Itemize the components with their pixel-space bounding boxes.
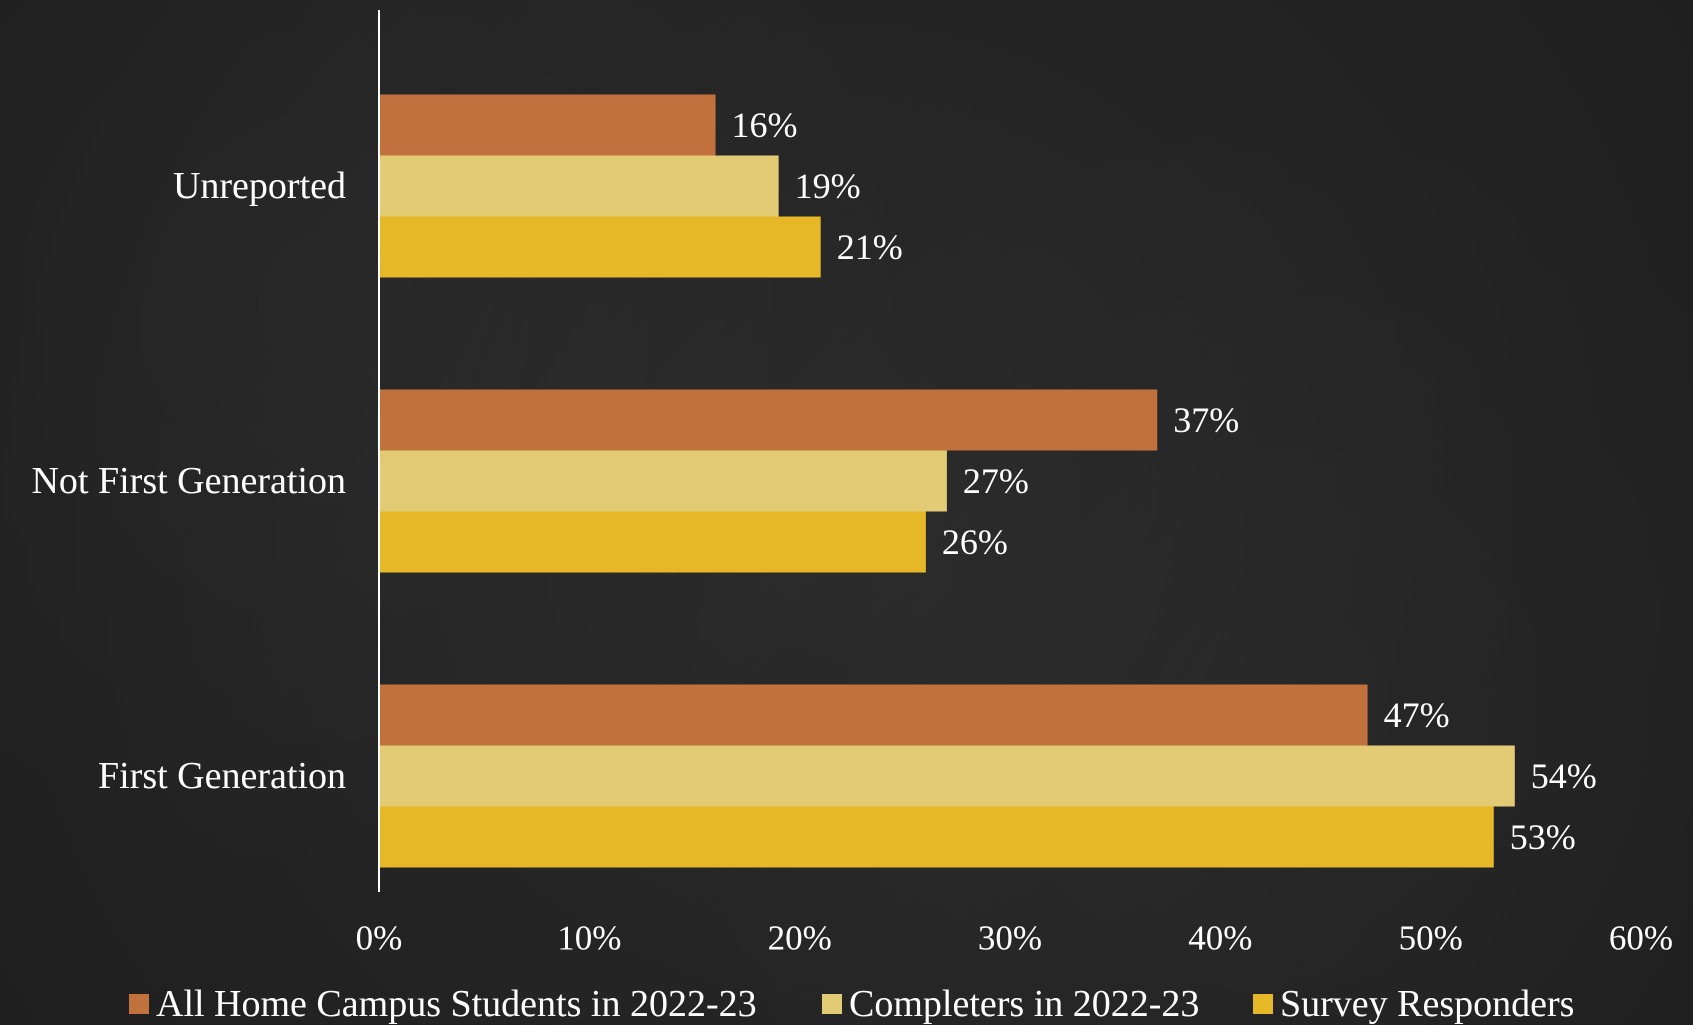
bar-first-generation-series-1 [379, 684, 1368, 746]
bar-first-generation-series-2 [379, 745, 1515, 807]
bars-group [379, 94, 1515, 868]
legend-label-3: Survey Responders [1280, 983, 1574, 1025]
legend: All Home Campus Students in 2022-23 Compl… [129, 983, 1574, 1025]
data-label-unreported-series-2: 19% [795, 166, 861, 206]
x-tick-label-50: 50% [1399, 919, 1463, 958]
x-tick-label-10: 10% [557, 919, 621, 958]
data-label-first-generation-series-3: 53% [1510, 817, 1576, 857]
category-labels-group: Unreported Not First Generation First Gene… [31, 165, 346, 797]
legend-item-3: Survey Responders [1253, 983, 1574, 1025]
data-label-unreported-series-3: 21% [837, 227, 903, 267]
data-label-first-generation-series-1: 47% [1384, 695, 1450, 735]
bar-not-first-generation-series-2 [379, 450, 947, 512]
x-tick-label-30: 30% [978, 919, 1042, 958]
x-tick-label-20: 20% [768, 919, 832, 958]
legend-swatch-3 [1253, 994, 1273, 1014]
data-label-not-first-generation-series-2: 27% [963, 461, 1029, 501]
bar-not-first-generation-series-1 [379, 389, 1158, 451]
data-label-not-first-generation-series-3: 26% [942, 522, 1008, 562]
bar-not-first-generation-series-3 [379, 511, 926, 573]
legend-label-1: All Home Campus Students in 2022-23 [156, 983, 757, 1025]
x-tick-label-0: 0% [356, 919, 403, 958]
legend-item-2: Completers in 2022-23 [822, 983, 1199, 1025]
x-tick-label-60: 60% [1609, 919, 1673, 958]
bar-unreported-series-1 [379, 94, 716, 156]
legend-swatch-2 [822, 994, 842, 1014]
data-label-not-first-generation-series-1: 37% [1173, 400, 1239, 440]
data-label-first-generation-series-2: 54% [1531, 756, 1597, 796]
legend-label-2: Completers in 2022-23 [849, 983, 1199, 1025]
category-label-unreported: Unreported [173, 165, 346, 207]
data-label-unreported-series-1: 16% [732, 105, 798, 145]
x-tick-label-40: 40% [1188, 919, 1252, 958]
legend-swatch-1 [129, 994, 149, 1014]
bar-first-generation-series-3 [379, 806, 1494, 868]
category-label-first-generation: First Generation [98, 755, 346, 797]
data-labels-group: 16% 19% 21% 37% 27% 26% 47% 54% 53% [732, 105, 1597, 857]
category-label-not-first-generation: Not First Generation [31, 460, 346, 502]
x-tick-labels-group: 0% 10% 20% 30% 40% 50% 60% [356, 919, 1673, 958]
bar-unreported-series-2 [379, 155, 779, 217]
bar-unreported-series-3 [379, 216, 821, 278]
legend-item-1: All Home Campus Students in 2022-23 [129, 983, 757, 1025]
